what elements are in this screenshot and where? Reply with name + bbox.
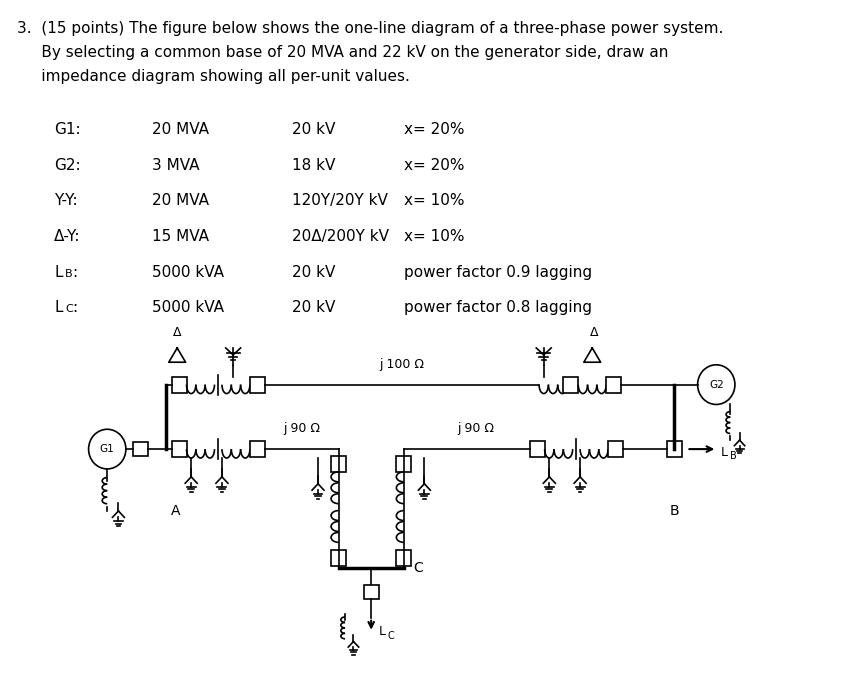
Text: Y-Y:: Y-Y: bbox=[54, 193, 77, 208]
Text: 15 MVA: 15 MVA bbox=[152, 229, 209, 244]
Text: impedance diagram showing all per-unit values.: impedance diagram showing all per-unit v… bbox=[17, 69, 410, 84]
Text: G2:: G2: bbox=[54, 158, 81, 173]
Bar bbox=[667, 441, 682, 457]
Text: x= 10%: x= 10% bbox=[404, 193, 465, 208]
Text: x= 10%: x= 10% bbox=[404, 229, 465, 244]
Text: L: L bbox=[54, 301, 63, 316]
Text: j 90 Ω: j 90 Ω bbox=[458, 422, 495, 435]
Bar bbox=[606, 377, 621, 392]
Text: :: : bbox=[73, 265, 78, 279]
Text: B: B bbox=[730, 451, 737, 461]
Text: 20 kV: 20 kV bbox=[292, 265, 335, 279]
Text: power factor 0.9 lagging: power factor 0.9 lagging bbox=[404, 265, 592, 279]
Bar bbox=[608, 441, 623, 457]
Text: 18 kV: 18 kV bbox=[292, 158, 335, 173]
Text: 5000 kVA: 5000 kVA bbox=[152, 265, 224, 279]
Text: G2: G2 bbox=[709, 379, 723, 390]
Text: G1: G1 bbox=[100, 444, 114, 454]
Bar bbox=[363, 585, 379, 599]
Text: C: C bbox=[413, 561, 423, 575]
Text: Δ: Δ bbox=[590, 326, 599, 339]
Text: 120Y/20Y kV: 120Y/20Y kV bbox=[292, 193, 387, 208]
Text: L: L bbox=[54, 265, 63, 279]
Bar bbox=[133, 442, 149, 456]
Text: By selecting a common base of 20 MVA and 22 kV on the generator side, draw an: By selecting a common base of 20 MVA and… bbox=[17, 45, 668, 60]
Text: 20 kV: 20 kV bbox=[292, 122, 335, 137]
Text: L: L bbox=[379, 625, 386, 638]
Bar bbox=[396, 456, 411, 472]
Text: B: B bbox=[65, 269, 73, 279]
Text: L: L bbox=[721, 445, 728, 458]
Text: 20Δ/200Y kV: 20Δ/200Y kV bbox=[292, 229, 389, 244]
Text: 20 MVA: 20 MVA bbox=[152, 122, 209, 137]
Text: A: A bbox=[171, 504, 180, 517]
Text: j 100 Ω: j 100 Ω bbox=[380, 358, 424, 371]
Bar bbox=[172, 377, 186, 392]
Text: j 90 Ω: j 90 Ω bbox=[283, 422, 320, 435]
Text: 20 MVA: 20 MVA bbox=[152, 193, 209, 208]
Bar bbox=[530, 441, 545, 457]
Text: 3.  (15 points) The figure below shows the one-line diagram of a three-phase pow: 3. (15 points) The figure below shows th… bbox=[17, 20, 723, 35]
Bar bbox=[396, 550, 411, 566]
Bar bbox=[331, 456, 346, 472]
Text: x= 20%: x= 20% bbox=[404, 122, 465, 137]
Bar bbox=[172, 441, 186, 457]
Text: :: : bbox=[73, 301, 78, 316]
Text: power factor 0.8 lagging: power factor 0.8 lagging bbox=[404, 301, 592, 316]
Text: 20 kV: 20 kV bbox=[292, 301, 335, 316]
Text: B: B bbox=[669, 504, 679, 517]
Bar bbox=[564, 377, 578, 392]
Text: 5000 kVA: 5000 kVA bbox=[152, 301, 224, 316]
Text: x= 20%: x= 20% bbox=[404, 158, 465, 173]
Text: G1:: G1: bbox=[54, 122, 81, 137]
Bar bbox=[250, 377, 265, 392]
Text: 3 MVA: 3 MVA bbox=[152, 158, 199, 173]
Text: Δ-Y:: Δ-Y: bbox=[54, 229, 81, 244]
Text: C: C bbox=[65, 304, 73, 314]
Text: C: C bbox=[388, 630, 395, 641]
Bar bbox=[331, 550, 346, 566]
Text: Δ: Δ bbox=[173, 326, 181, 339]
Bar bbox=[250, 441, 265, 457]
